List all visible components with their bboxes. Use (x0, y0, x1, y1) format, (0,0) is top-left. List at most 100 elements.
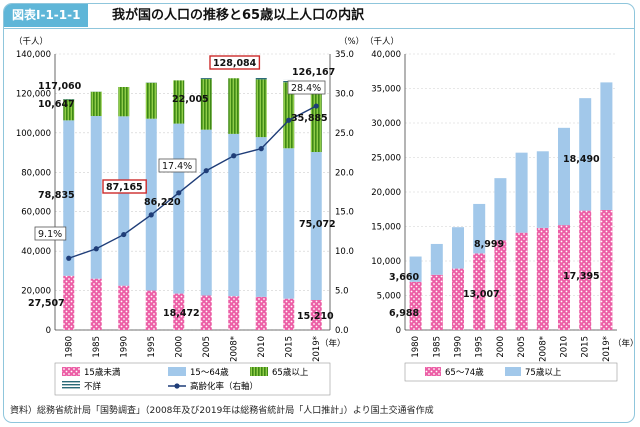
annotation-label: 78,835 (38, 190, 75, 201)
x-tick-label: 2010 (257, 336, 267, 358)
x-tick-label: 1990 (119, 336, 129, 358)
annotation-box (287, 80, 326, 95)
x-tick-label: 2000 (496, 336, 506, 358)
x-tick-label: 2005 (517, 336, 527, 358)
y-label-left: （千人） (14, 36, 48, 47)
x-tick-label: 1995 (475, 336, 485, 358)
annotation-label: 17,395 (563, 271, 600, 282)
x-tick-label: 1985 (432, 336, 442, 358)
annotation-text: 22,005 (172, 94, 209, 105)
bar-unknown (145, 82, 157, 83)
bar-over65 (145, 82, 157, 119)
bar-under15 (145, 290, 157, 330)
bar-15-64 (63, 120, 75, 276)
bar-unknown (90, 91, 102, 92)
bar-over65 (173, 80, 185, 124)
x-tick-label: 1980 (411, 336, 421, 358)
annotation-label: 18,472 (163, 308, 200, 319)
annotation-label: 15,210 (297, 311, 334, 322)
annotation-label: 10,647 (38, 99, 75, 110)
aging-rate-point (148, 212, 154, 218)
bar-under15 (310, 300, 322, 330)
annotation-box (34, 226, 67, 241)
y-tick: 0 (396, 326, 401, 336)
annotation-text: 9.1% (38, 229, 62, 240)
bar-under15 (118, 285, 130, 330)
bar-under15 (63, 275, 75, 330)
bar-over75 (579, 98, 592, 211)
aging-rate-point (286, 117, 292, 123)
y-tick-right: 0.0 (335, 326, 349, 336)
annotation-text: 128,084 (213, 58, 257, 69)
aging-rate-point (313, 103, 319, 109)
bar-65-74 (558, 225, 570, 330)
y-tick: 25,000 (371, 154, 401, 164)
x-tick-label: 2008* (538, 336, 548, 362)
y-tick: 20,000 (371, 188, 401, 198)
bar-65-74 (579, 210, 592, 330)
legend-swatch (505, 367, 521, 376)
bar-over75 (494, 178, 507, 241)
title-bar (4, 4, 634, 29)
legend-label: 不詳 (84, 381, 102, 392)
annotation-label: 86,220 (144, 197, 181, 208)
annotation-label: 9.1% (34, 226, 67, 241)
aging-rate-point (93, 246, 99, 252)
annotation-text: 17.4% (162, 161, 192, 172)
y-tick-left: 20,000 (21, 287, 51, 297)
bar-over75 (515, 152, 528, 233)
bar-65-74 (600, 209, 613, 330)
y-tick: 40,000 (371, 50, 401, 60)
aging-rate-point (258, 146, 264, 152)
bar-unknown (255, 77, 267, 80)
annotation-label: 22,005 (172, 94, 209, 105)
x-tick-label: 2000 (174, 336, 184, 358)
aging-rate-point (231, 153, 237, 159)
y-tick-right: 10.0 (335, 247, 354, 257)
annotation-text: 27,507 (28, 298, 65, 309)
bar-under15 (200, 295, 212, 330)
bar-over75 (409, 256, 422, 282)
annotation-text: 117,060 (38, 81, 82, 92)
x-tick-label: 1985 (92, 336, 102, 358)
x-label: （年） (320, 338, 346, 349)
y-tick-left: 0 (46, 326, 51, 336)
y-tick: 35,000 (371, 85, 401, 95)
bar-over65 (228, 78, 240, 134)
annotation-text: 10,647 (38, 99, 75, 110)
bar-15-64 (173, 123, 185, 294)
bar-15-64 (255, 137, 267, 297)
annotation-label: 28.4% (287, 80, 326, 95)
bar-under15 (283, 298, 295, 330)
right-chart: 0 5,000 10,000 15,000 20,000 25,000 30,000 35,0… (365, 36, 639, 362)
annotation-box (102, 179, 147, 194)
annotation-text: 78,835 (38, 190, 75, 201)
y-tick-right: 20.0 (335, 168, 354, 178)
x-tick-label: 2008* (229, 336, 239, 362)
source-note: 資料）総務省統計局「国勢調査」（2008年及び2019年は総務省統計局「人口推計… (10, 406, 434, 416)
annotation-text: 18,472 (163, 308, 200, 319)
x-tick-label: 1980 (64, 336, 74, 358)
bar-65-74 (473, 253, 486, 330)
bar-unknown (173, 79, 185, 81)
x-tick-label: 2005 (202, 336, 212, 358)
annotation-label: 35,885 (291, 113, 328, 124)
bar-15-64 (118, 116, 130, 286)
y-tick: 15,000 (371, 223, 401, 233)
x-tick-label: 2019* (602, 336, 612, 362)
x-tick-label: 2015 (581, 336, 591, 358)
y-tick-left: 60,000 (21, 208, 51, 218)
annotation-label: 13,007 (463, 289, 500, 300)
bar-15-64 (310, 152, 322, 301)
y-tick-left: 100,000 (16, 129, 51, 139)
y-tick-right: 5.0 (335, 287, 349, 297)
aging-rate-point (121, 231, 127, 238)
bar-under15 (90, 278, 102, 330)
x-tick-label: 1990 (454, 336, 464, 358)
x-label: （年） (613, 338, 639, 349)
annotation-label: 75,072 (299, 219, 336, 230)
left-chart: 020,00040,00060,00080,000100,000120,0001… (14, 36, 364, 362)
annotation-label: 87,165 (102, 179, 147, 194)
bar-65-74 (409, 281, 422, 330)
